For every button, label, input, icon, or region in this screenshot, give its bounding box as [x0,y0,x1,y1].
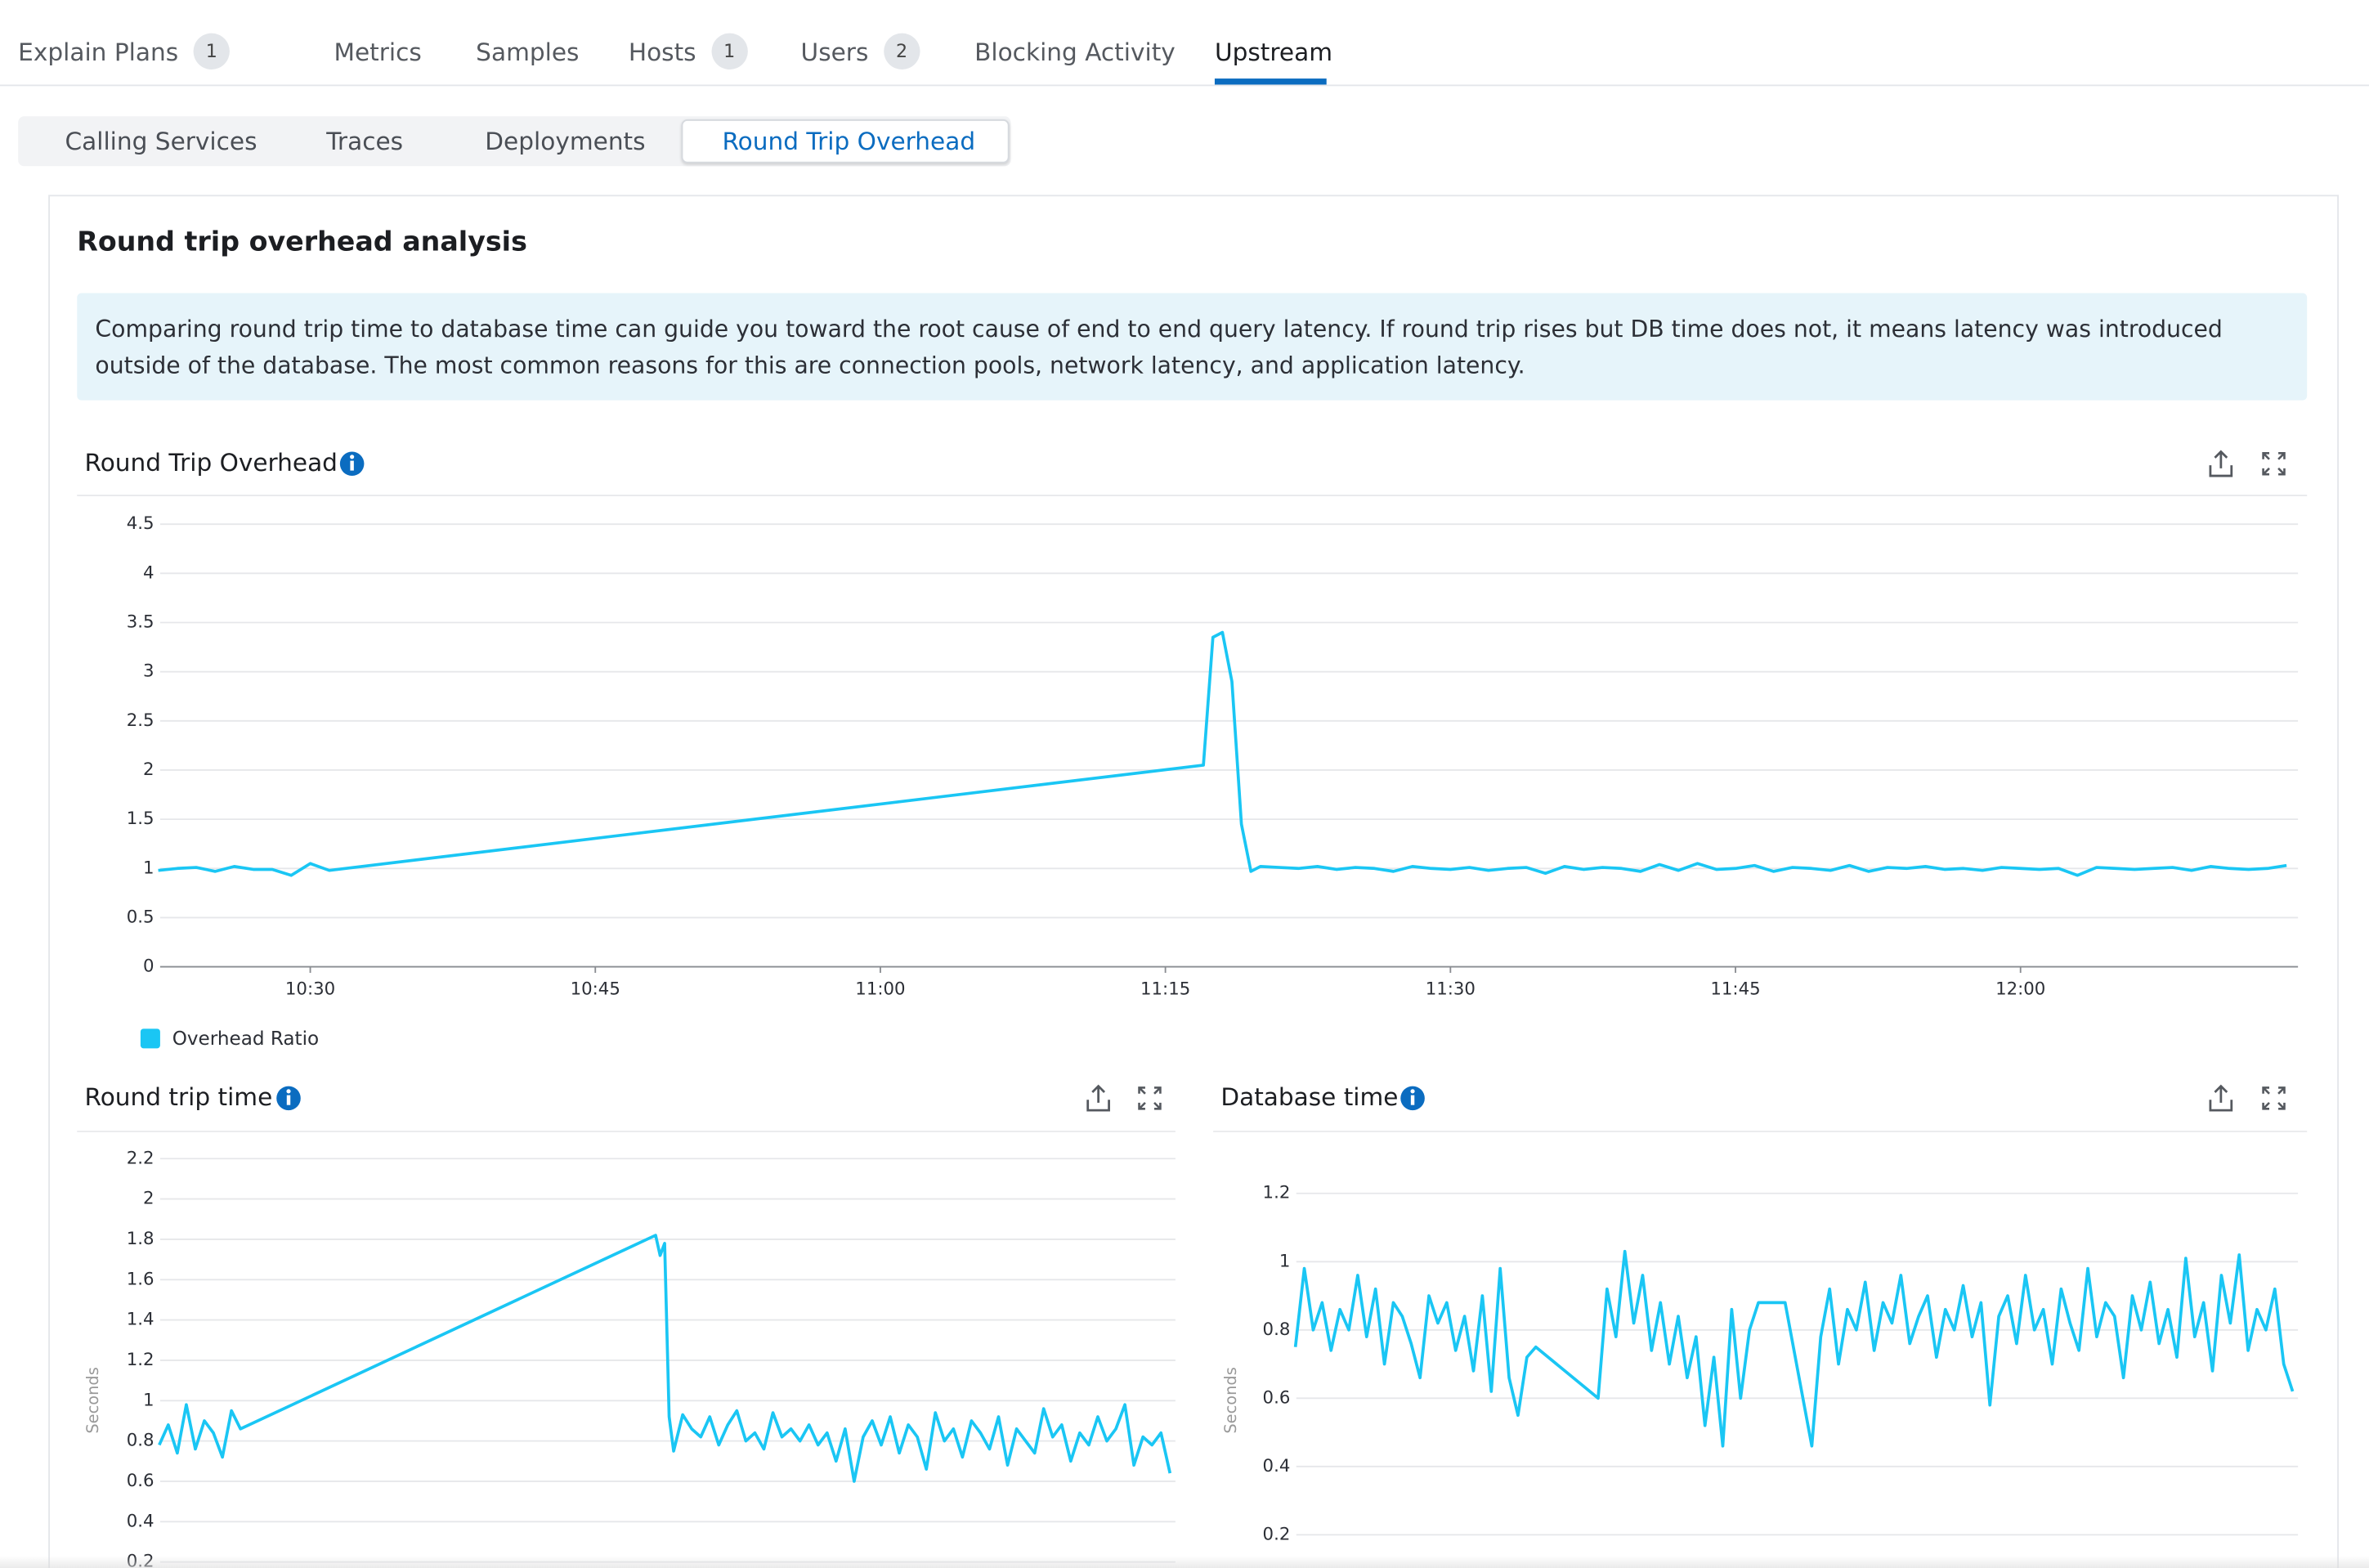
tab-count-badge: 1 [193,33,230,69]
export-icon[interactable] [2209,1084,2233,1112]
export-icon[interactable] [2209,450,2233,477]
chart-title: Round Trip Overhead [84,449,337,477]
tab-label: Explain Plans [18,37,179,66]
info-icon-glyph [1410,1095,1415,1105]
panel-title: Round trip overhead analysis [77,226,527,258]
expand-icon[interactable] [1138,1086,1162,1110]
y-tick-label: 0.6 [1263,1387,1291,1408]
x-tick-label: 10:45 [571,979,620,999]
subtab[interactable]: Deployments [485,127,646,156]
tab[interactable]: Explain Plans 1 [18,30,230,73]
y-tick-label: 2 [143,759,154,780]
tab[interactable]: Samples [476,30,579,73]
subtab[interactable]: Calling Services [65,127,258,156]
selected-subtab-pill [681,119,1010,164]
info-icon-dot [350,455,355,459]
x-tick-label: 10:30 [285,979,335,999]
y-tick-label: 1.6 [127,1269,154,1289]
tab[interactable]: Metrics [334,30,421,73]
y-tick-label: 0.6 [127,1471,154,1491]
chart-title: Round trip time [84,1083,272,1111]
x-tick-label: 12:00 [1995,979,2045,999]
y-tick-label: 2.2 [127,1148,154,1168]
x-tick-label: 11:45 [1710,979,1760,999]
tab[interactable]: Upstream [1215,30,1332,73]
y-tick-label: 2.5 [127,710,154,731]
info-icon-glyph [286,1095,291,1105]
y-tick-label: 0 [143,956,154,977]
tab-count-badge: 1 [711,33,748,69]
y-tick-label: 4.5 [127,513,154,534]
y-tick-label: 0.2 [1263,1524,1291,1544]
legend-label: Overhead Ratio [172,1028,319,1050]
series-line [1293,1249,2295,1448]
chart-title: Database time [1220,1083,1398,1111]
y-tick-label: 1.2 [1263,1183,1291,1203]
info-icon-dot [1410,1089,1415,1094]
tab-label: Metrics [334,37,422,66]
y-tick-label: 4 [143,562,154,583]
y-tick-label: 0.5 [127,907,154,927]
legend-swatch [140,1028,160,1049]
y-tick-label: 1.5 [127,809,154,829]
tab[interactable]: Users 2 [801,30,920,73]
y-tick-label: 1.4 [127,1310,154,1330]
y-tick-label: 1 [143,858,154,878]
tab-divider [0,84,2369,87]
selected-tab-underline [1214,78,1327,85]
tab[interactable]: Hosts 1 [629,30,748,73]
y-tick-label: 1.8 [127,1229,154,1249]
tab-count-badge: 2 [883,33,920,69]
info-icon-glyph [350,460,354,471]
subtab[interactable]: Traces [326,127,404,156]
tab-label: Upstream [1214,37,1332,66]
series-line [158,630,2287,877]
y-tick-label: 0.8 [1263,1319,1291,1340]
series-line [158,1234,1172,1483]
export-icon[interactable] [1086,1084,1110,1112]
x-tick-label: 11:00 [855,979,905,999]
tab-label: Users [800,37,869,66]
y-tick-label: 1 [143,1390,154,1410]
tab-label: Samples [476,37,580,66]
y-tick-label: 0.4 [1263,1456,1291,1476]
expand-icon[interactable] [2262,452,2286,476]
info-icon-dot [286,1089,291,1094]
y-tick-label: 1.2 [127,1350,154,1370]
y-tick-label: 0.4 [127,1511,154,1531]
tab-label: Hosts [628,37,696,66]
y-tick-label: 3.5 [127,612,154,633]
x-tick-label: 11:15 [1140,979,1190,999]
y-axis-title: Seconds [1221,1367,1240,1433]
bottom-fade [0,1556,2369,1568]
subtab[interactable]: Round Trip Overhead [722,127,976,156]
info-box: Comparing round trip time to database ti… [77,293,2308,401]
y-tick-label: 1 [1279,1251,1291,1271]
y-tick-label: 3 [143,661,154,682]
expand-icon[interactable] [2262,1086,2286,1110]
tab-label: Blocking Activity [974,37,1176,66]
y-axis-title: Seconds [83,1367,102,1433]
tab[interactable]: Blocking Activity [974,30,1176,73]
x-tick-label: 11:30 [1426,979,1476,999]
y-tick-label: 0.8 [127,1431,154,1451]
y-tick-label: 2 [143,1189,154,1209]
